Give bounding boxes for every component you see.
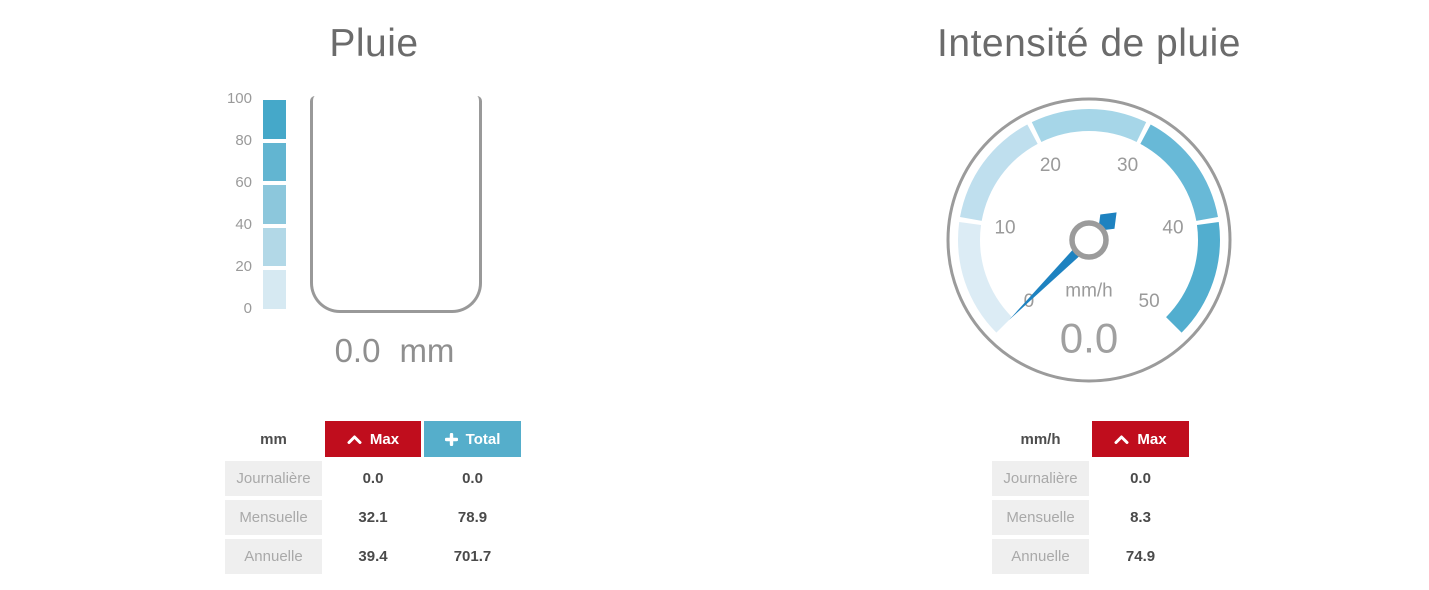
- rain-title: Pluie: [329, 22, 419, 65]
- intensity-stats-table: mm/h Max Journalière 0.0 Mensuelle 8.3 A…: [992, 421, 1189, 574]
- rain-max-button-label: Max: [369, 430, 400, 448]
- gauge-tick-label: 20: [1040, 155, 1061, 176]
- rain-row-max: 32.1: [358, 509, 388, 526]
- rain-scale-tick: 40: [235, 216, 252, 233]
- rain-scale-segment: [263, 100, 286, 139]
- intensity-title: Intensité de pluie: [937, 22, 1241, 65]
- rain-scale-tick: 20: [235, 258, 252, 275]
- rain-scale-tick: 0: [243, 300, 252, 317]
- gauge-unit-label: mm/h: [1065, 281, 1113, 302]
- rain-reading-value: 0.0: [334, 332, 381, 369]
- gauge-needle: [1009, 236, 1093, 320]
- rain-row-label: Annuelle: [225, 539, 322, 574]
- gauge-tick-label: 10: [994, 217, 1015, 238]
- rain-max-button[interactable]: Max: [325, 421, 421, 457]
- rain-scale-segment: [263, 270, 286, 309]
- rain-row-max: 0.0: [362, 470, 384, 487]
- chevron-up-icon: [1114, 435, 1129, 444]
- rain-row-total: 78.9: [457, 509, 488, 526]
- plus-icon: [444, 432, 458, 446]
- rain-row-total: 0.0: [462, 470, 483, 487]
- intensity-gauge-svg: 01020304050mm/h0.0: [946, 97, 1232, 383]
- rain-scale-segment: [263, 142, 286, 182]
- intensity-max-button-label: Max: [1137, 430, 1167, 448]
- gauge-hub: [1069, 220, 1109, 260]
- rain-row-total: 701.7: [453, 548, 492, 565]
- gauge-value-label: 0.0: [1060, 315, 1118, 362]
- rain-bucket-icon: [310, 96, 482, 313]
- intensity-row-max: 8.3: [1130, 509, 1151, 526]
- rain-scale-tick: 100: [226, 90, 252, 107]
- rain-reading: 0.0 mm: [310, 332, 479, 370]
- intensity-row-max: 74.9: [1125, 548, 1156, 565]
- gauge-band-segment: [957, 221, 1012, 333]
- gauge-tick-label: 50: [1139, 291, 1160, 312]
- gauge-tick-label: 40: [1162, 217, 1183, 238]
- rain-scale-segment: [263, 185, 286, 224]
- rain-scale-bar: [263, 100, 286, 309]
- gauge-band-segment: [1140, 124, 1218, 221]
- rain-row-max: 39.4: [358, 548, 388, 565]
- gauge-band-segment: [960, 124, 1038, 221]
- intensity-row-label: Journalière: [992, 461, 1089, 496]
- rain-scale-tick: 60: [235, 174, 252, 191]
- gauge-band-segment: [1166, 221, 1221, 333]
- rain-stats-table: mm Max Total Journalière 0.0 0.0 Mensuel…: [225, 421, 521, 574]
- rain-scale-segment: [263, 227, 286, 267]
- rain-table-unit-header: mm: [260, 430, 287, 448]
- chevron-up-icon: [347, 435, 362, 444]
- gauge-tick-label: 30: [1117, 155, 1138, 176]
- rain-total-button-label: Total: [465, 430, 501, 448]
- intensity-gauge: 01020304050mm/h0.0: [944, 95, 1234, 385]
- intensity-row-label: Mensuelle: [992, 500, 1089, 535]
- rain-row-label: Journalière: [225, 461, 322, 496]
- rain-scale-tick: 80: [235, 132, 252, 149]
- rain-row-label: Mensuelle: [225, 500, 322, 535]
- rain-reading-unit: mm: [399, 332, 455, 369]
- intensity-row-label: Annuelle: [992, 539, 1089, 574]
- intensity-table-unit-header: mm/h: [1020, 430, 1061, 448]
- intensity-row-max: 0.0: [1130, 470, 1151, 487]
- intensity-max-button[interactable]: Max: [1092, 421, 1189, 457]
- gauge-band-segment: [1031, 109, 1147, 142]
- rain-total-button[interactable]: Total: [424, 421, 521, 457]
